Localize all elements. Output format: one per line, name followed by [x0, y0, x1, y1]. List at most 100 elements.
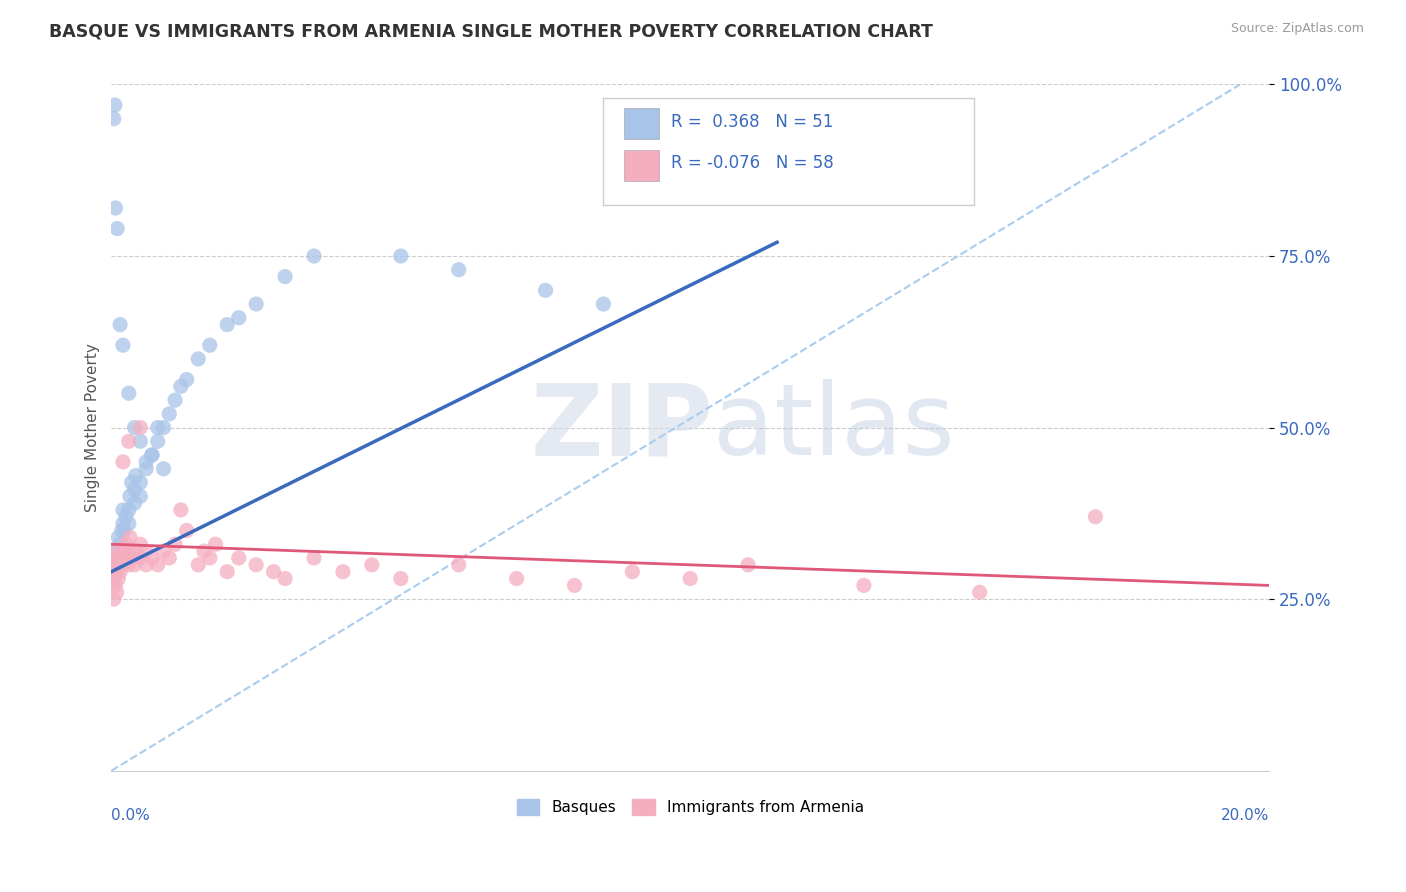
Point — [118, 386, 141, 401]
Text: atlas: atlas — [713, 379, 955, 476]
Point — [108, 565, 131, 579]
Point — [198, 338, 221, 352]
Point — [118, 489, 141, 503]
Point — [111, 516, 134, 531]
Point — [187, 351, 209, 366]
Point — [118, 544, 141, 558]
Text: 0.0%: 0.0% — [111, 808, 150, 823]
Point — [193, 544, 215, 558]
Point — [111, 544, 134, 558]
Point — [737, 558, 759, 572]
Point — [129, 537, 152, 551]
Point — [125, 468, 148, 483]
Point — [107, 572, 129, 586]
Point — [129, 551, 152, 566]
Point — [1084, 509, 1107, 524]
Point — [447, 262, 470, 277]
Point — [228, 310, 250, 325]
Point — [124, 496, 146, 510]
Point — [187, 558, 209, 572]
Point — [302, 249, 325, 263]
Point — [124, 483, 146, 497]
Point — [124, 544, 146, 558]
Point — [302, 551, 325, 566]
Point — [129, 434, 152, 449]
Point — [228, 551, 250, 566]
Point — [121, 475, 143, 490]
Point — [245, 558, 267, 572]
Point — [118, 558, 141, 572]
Point — [108, 318, 131, 332]
Point — [108, 537, 131, 551]
Point — [157, 407, 180, 421]
Point — [115, 537, 138, 551]
Legend: Basques, Immigrants from Armenia: Basques, Immigrants from Armenia — [510, 793, 870, 822]
Point — [263, 565, 285, 579]
Point — [146, 420, 169, 434]
Point — [274, 572, 297, 586]
Point — [107, 530, 129, 544]
Point — [176, 372, 198, 386]
Y-axis label: Single Mother Poverty: Single Mother Poverty — [86, 343, 100, 512]
Point — [679, 572, 702, 586]
Text: BASQUE VS IMMIGRANTS FROM ARMENIA SINGLE MOTHER POVERTY CORRELATION CHART: BASQUE VS IMMIGRANTS FROM ARMENIA SINGLE… — [49, 22, 934, 40]
Point — [146, 434, 169, 449]
Point — [107, 551, 129, 566]
Point — [118, 516, 141, 531]
Point — [135, 544, 157, 558]
Point — [105, 544, 128, 558]
Point — [105, 544, 128, 558]
Point — [135, 558, 157, 572]
Point — [165, 537, 187, 551]
Point — [152, 420, 174, 434]
Point — [141, 448, 163, 462]
Point — [146, 558, 169, 572]
Point — [112, 551, 135, 566]
Point — [103, 572, 125, 586]
Point — [105, 221, 128, 235]
Point — [103, 112, 125, 126]
Point — [111, 558, 134, 572]
Point — [564, 578, 586, 592]
Point — [534, 283, 557, 297]
Point — [103, 592, 125, 607]
FancyBboxPatch shape — [603, 98, 974, 204]
Point — [111, 455, 134, 469]
Point — [129, 420, 152, 434]
Point — [152, 544, 174, 558]
Point — [176, 524, 198, 538]
Point — [105, 558, 128, 572]
Point — [198, 551, 221, 566]
Point — [111, 524, 134, 538]
Point — [104, 578, 127, 592]
Point — [217, 318, 239, 332]
Point — [135, 455, 157, 469]
Point — [111, 338, 134, 352]
FancyBboxPatch shape — [624, 150, 659, 180]
Point — [118, 434, 141, 449]
Point — [129, 489, 152, 503]
Point — [124, 558, 146, 572]
Point — [217, 565, 239, 579]
Point — [332, 565, 354, 579]
Text: Source: ZipAtlas.com: Source: ZipAtlas.com — [1230, 22, 1364, 36]
Point — [104, 201, 127, 215]
Text: ZIP: ZIP — [530, 379, 713, 476]
Point — [360, 558, 382, 572]
Point — [274, 269, 297, 284]
Point — [141, 551, 163, 566]
Point — [105, 565, 128, 579]
Point — [447, 558, 470, 572]
Text: R = -0.076   N = 58: R = -0.076 N = 58 — [671, 154, 834, 172]
Point — [969, 585, 991, 599]
Point — [165, 393, 187, 408]
Point — [592, 297, 614, 311]
Point — [389, 249, 412, 263]
Point — [170, 503, 193, 517]
Point — [101, 558, 124, 572]
Text: 20.0%: 20.0% — [1220, 808, 1270, 823]
Point — [852, 578, 875, 592]
Point — [141, 448, 163, 462]
Point — [121, 551, 143, 566]
Point — [129, 475, 152, 490]
